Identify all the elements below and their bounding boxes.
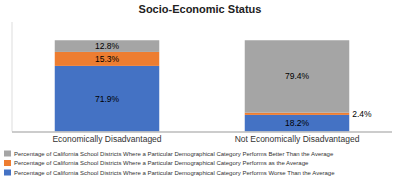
chart: Socio-Economic Status 71.9% 15.3% 12.8% 18.2… — [0, 0, 400, 181]
x-tick-label: Economically Disadvantaged — [52, 134, 161, 144]
x-tick-label: Not Economically Disadvantaged — [235, 134, 360, 144]
bar-segment — [245, 115, 350, 132]
bar-segment — [55, 52, 160, 66]
bar-segment — [55, 40, 160, 52]
legend: Percentage of California School District… — [4, 151, 335, 176]
data-label: 12.8% — [95, 41, 120, 51]
data-label: 18.2% — [285, 118, 310, 128]
data-label: 71.9% — [95, 94, 120, 104]
data-label: 79.4% — [285, 71, 310, 81]
bars — [55, 40, 350, 131]
y-axis-line — [12, 22, 13, 132]
bar-segment — [245, 113, 350, 115]
bar-segment — [55, 66, 160, 132]
data-label: 15.3% — [95, 54, 120, 64]
legend-swatch — [4, 160, 11, 166]
bar-segment — [245, 40, 350, 112]
data-label: 2.4% — [352, 109, 372, 119]
title: Socio-Economic Status — [139, 3, 262, 15]
legend-label: Percentage of California School District… — [14, 160, 309, 166]
x-axis-line — [12, 132, 392, 133]
legend-label: Percentage of California School District… — [14, 151, 334, 157]
legend-swatch — [4, 151, 11, 157]
legend-label: Percentage of California School District… — [14, 170, 335, 176]
data-labels: 71.9% 15.3% 12.8% 18.2% 2.4% 79.4% — [95, 41, 372, 128]
legend-swatch — [4, 170, 11, 176]
